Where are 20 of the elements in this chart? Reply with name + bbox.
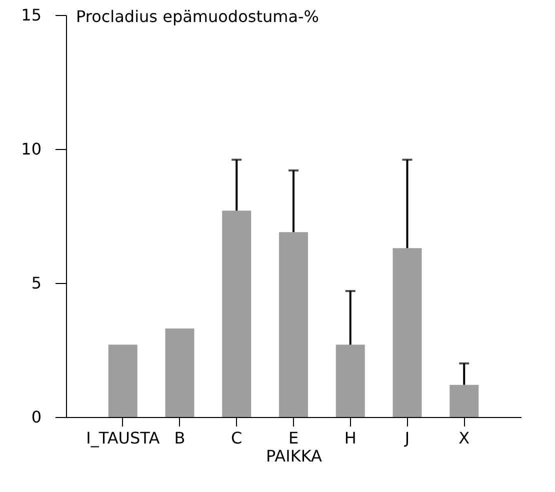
y-tick-label: 0 bbox=[31, 408, 42, 426]
chart-title: Procladius epämuodostuma-% bbox=[76, 7, 319, 26]
x-axis-title: PAIKKA bbox=[266, 446, 322, 466]
bar bbox=[108, 344, 138, 417]
bar bbox=[165, 328, 194, 417]
bar bbox=[279, 232, 308, 417]
bar bbox=[222, 210, 252, 417]
bar bbox=[336, 344, 365, 417]
y-tick-label: 10 bbox=[21, 140, 42, 158]
x-tick-label: X bbox=[458, 428, 470, 448]
x-tick-label: H bbox=[344, 428, 356, 448]
x-tick-label: I_TAUSTA bbox=[86, 428, 160, 448]
x-tick-label: J bbox=[404, 428, 410, 448]
y-tick-label: 15 bbox=[21, 6, 42, 24]
bar bbox=[392, 248, 422, 417]
x-tick-label: C bbox=[231, 428, 242, 448]
y-tick-label: 5 bbox=[31, 274, 42, 292]
bar bbox=[450, 384, 479, 417]
x-tick-label: E bbox=[288, 428, 299, 448]
x-tick-label: B bbox=[174, 428, 186, 448]
